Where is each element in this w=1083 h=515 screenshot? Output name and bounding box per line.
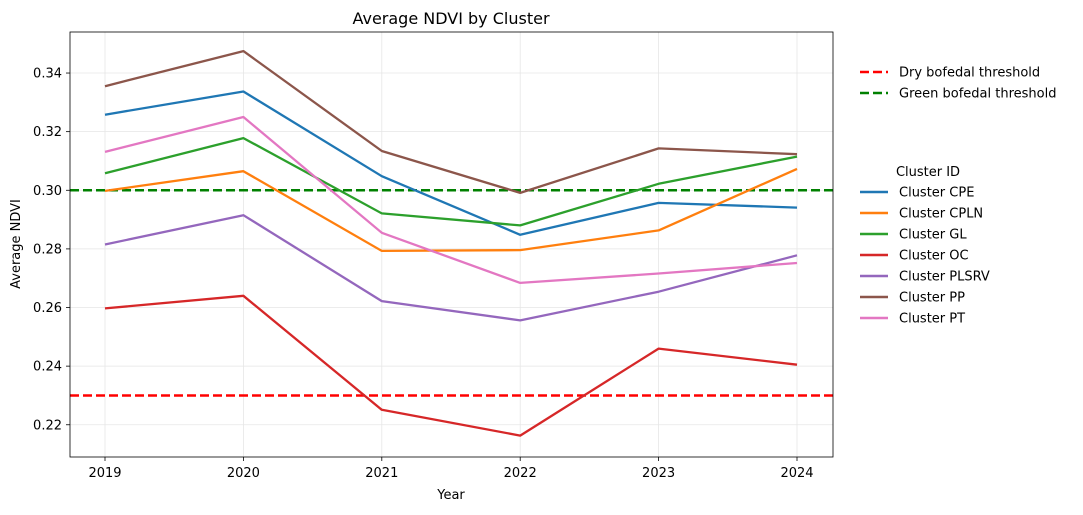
x-axis-label: Year — [436, 488, 465, 503]
grid-lines — [70, 32, 833, 457]
y-tick-label: 0.30 — [33, 184, 62, 199]
legend-label: Green bofedal threshold — [899, 87, 1056, 102]
y-tick-label: 0.24 — [33, 360, 62, 375]
series-lines — [104, 49, 798, 437]
y-tick-label: 0.26 — [33, 301, 62, 316]
y-axis-ticks: 0.22 0.24 0.26 0.28 0.30 0.32 0.34 — [33, 67, 70, 433]
series-line — [104, 115, 798, 285]
series-line — [104, 49, 798, 195]
x-tick-label: 2024 — [780, 466, 813, 481]
y-tick-label: 0.28 — [33, 242, 62, 257]
x-tick-label: 2022 — [504, 466, 537, 481]
legend-label: Cluster PP — [899, 291, 965, 306]
series-line — [104, 90, 798, 236]
threshold-lines — [70, 189, 833, 397]
cluster-legend: Cluster ID Cluster CPE Cluster CPLN Cluste… — [860, 165, 990, 327]
legend-label: Cluster PLSRV — [899, 270, 990, 285]
y-tick-label: 0.22 — [33, 418, 62, 433]
legend-label: Cluster GL — [899, 228, 967, 243]
threshold-legend: Dry bofedal threshold Green bofedal thres… — [860, 66, 1056, 102]
y-axis-label: Average NDVI — [9, 199, 24, 289]
x-tick-label: 2023 — [642, 466, 675, 481]
legend-label: Cluster PT — [899, 312, 965, 327]
x-axis-ticks: 2019 2020 2021 2022 2023 2024 — [88, 457, 814, 481]
x-tick-label: 2019 — [88, 466, 121, 481]
legend-label: Cluster CPLN — [899, 207, 983, 222]
x-tick-label: 2021 — [365, 466, 398, 481]
y-tick-label: 0.34 — [33, 67, 62, 82]
y-tick-label: 0.32 — [33, 125, 62, 140]
plot-area-frame — [69, 31, 834, 458]
series-line — [104, 294, 798, 437]
series-line — [104, 136, 798, 227]
legend-label: Cluster OC — [899, 249, 969, 264]
legend-label: Dry bofedal threshold — [899, 66, 1040, 81]
cluster-legend-title: Cluster ID — [896, 165, 960, 180]
legend-label: Cluster CPE — [899, 186, 974, 201]
x-tick-label: 2020 — [227, 466, 260, 481]
chart-title: Average NDVI by Cluster — [352, 9, 549, 28]
series-line — [104, 214, 798, 322]
series-line — [104, 167, 798, 253]
